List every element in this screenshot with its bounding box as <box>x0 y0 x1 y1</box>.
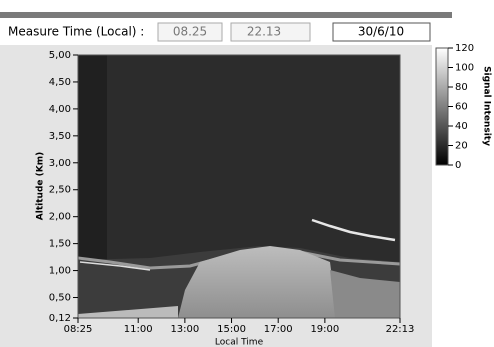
colorbar-tick-label: 0 <box>455 160 461 171</box>
y-tick-label: 2,00 <box>49 212 71 223</box>
aerosol-layer-bright <box>79 261 151 271</box>
x-tick-label: 22:13 <box>386 324 415 335</box>
x-tick-label: 15:00 <box>217 324 246 335</box>
end-box <box>230 22 311 42</box>
surface-layer <box>78 306 178 318</box>
y-tick-label: 0,50 <box>49 293 71 304</box>
residual-layer <box>330 270 400 318</box>
colorbar-tick-label: 40 <box>455 121 468 132</box>
y-tick-label: 0,12 <box>49 313 71 324</box>
x-tick-label: 08:25 <box>64 324 93 335</box>
start-time: 08.25 <box>173 25 207 39</box>
colorbar <box>435 47 449 166</box>
colorbar-tick-label: 100 <box>455 63 474 74</box>
date-box <box>332 22 431 42</box>
x-axis-title: Local Time <box>215 338 264 347</box>
date: 30/6/10 <box>358 25 404 39</box>
y-tick-label: 4,00 <box>49 104 71 115</box>
y-tick-label: 1,50 <box>49 239 71 250</box>
y-tick-label: 5,00 <box>49 50 71 61</box>
y-tick-label: 3,00 <box>49 158 71 169</box>
y-tick-label: 2,50 <box>49 185 71 196</box>
colorbar-tick-label: 80 <box>455 82 468 93</box>
start-box <box>157 22 223 42</box>
x-tick-label: 13:00 <box>170 324 199 335</box>
convective-layer <box>178 246 340 318</box>
x-tick-label: 11:00 <box>124 324 153 335</box>
y-axis-title: Altitude (Km) <box>36 152 46 220</box>
colorbar-tick-label: 20 <box>455 141 468 152</box>
y-tick-label: 4,50 <box>49 77 71 88</box>
y-tick-label: 1,00 <box>49 266 71 277</box>
measure-label: Measure Time (Local) : <box>8 25 144 39</box>
colorbar-title: Signal Intensity <box>482 66 492 146</box>
y-tick-label: 3,50 <box>49 131 71 142</box>
colorbar-tick-label: 60 <box>455 102 468 113</box>
colorbar-tick-label: 120 <box>455 43 474 54</box>
x-tick-label: 19:00 <box>310 324 339 335</box>
intensity-plot <box>77 54 401 319</box>
x-tick-label: 17:00 <box>264 324 293 335</box>
plot-frame <box>77 54 401 319</box>
top-bar <box>0 12 452 18</box>
elevated-layer <box>311 218 396 242</box>
end-time: 22.13 <box>247 25 281 39</box>
